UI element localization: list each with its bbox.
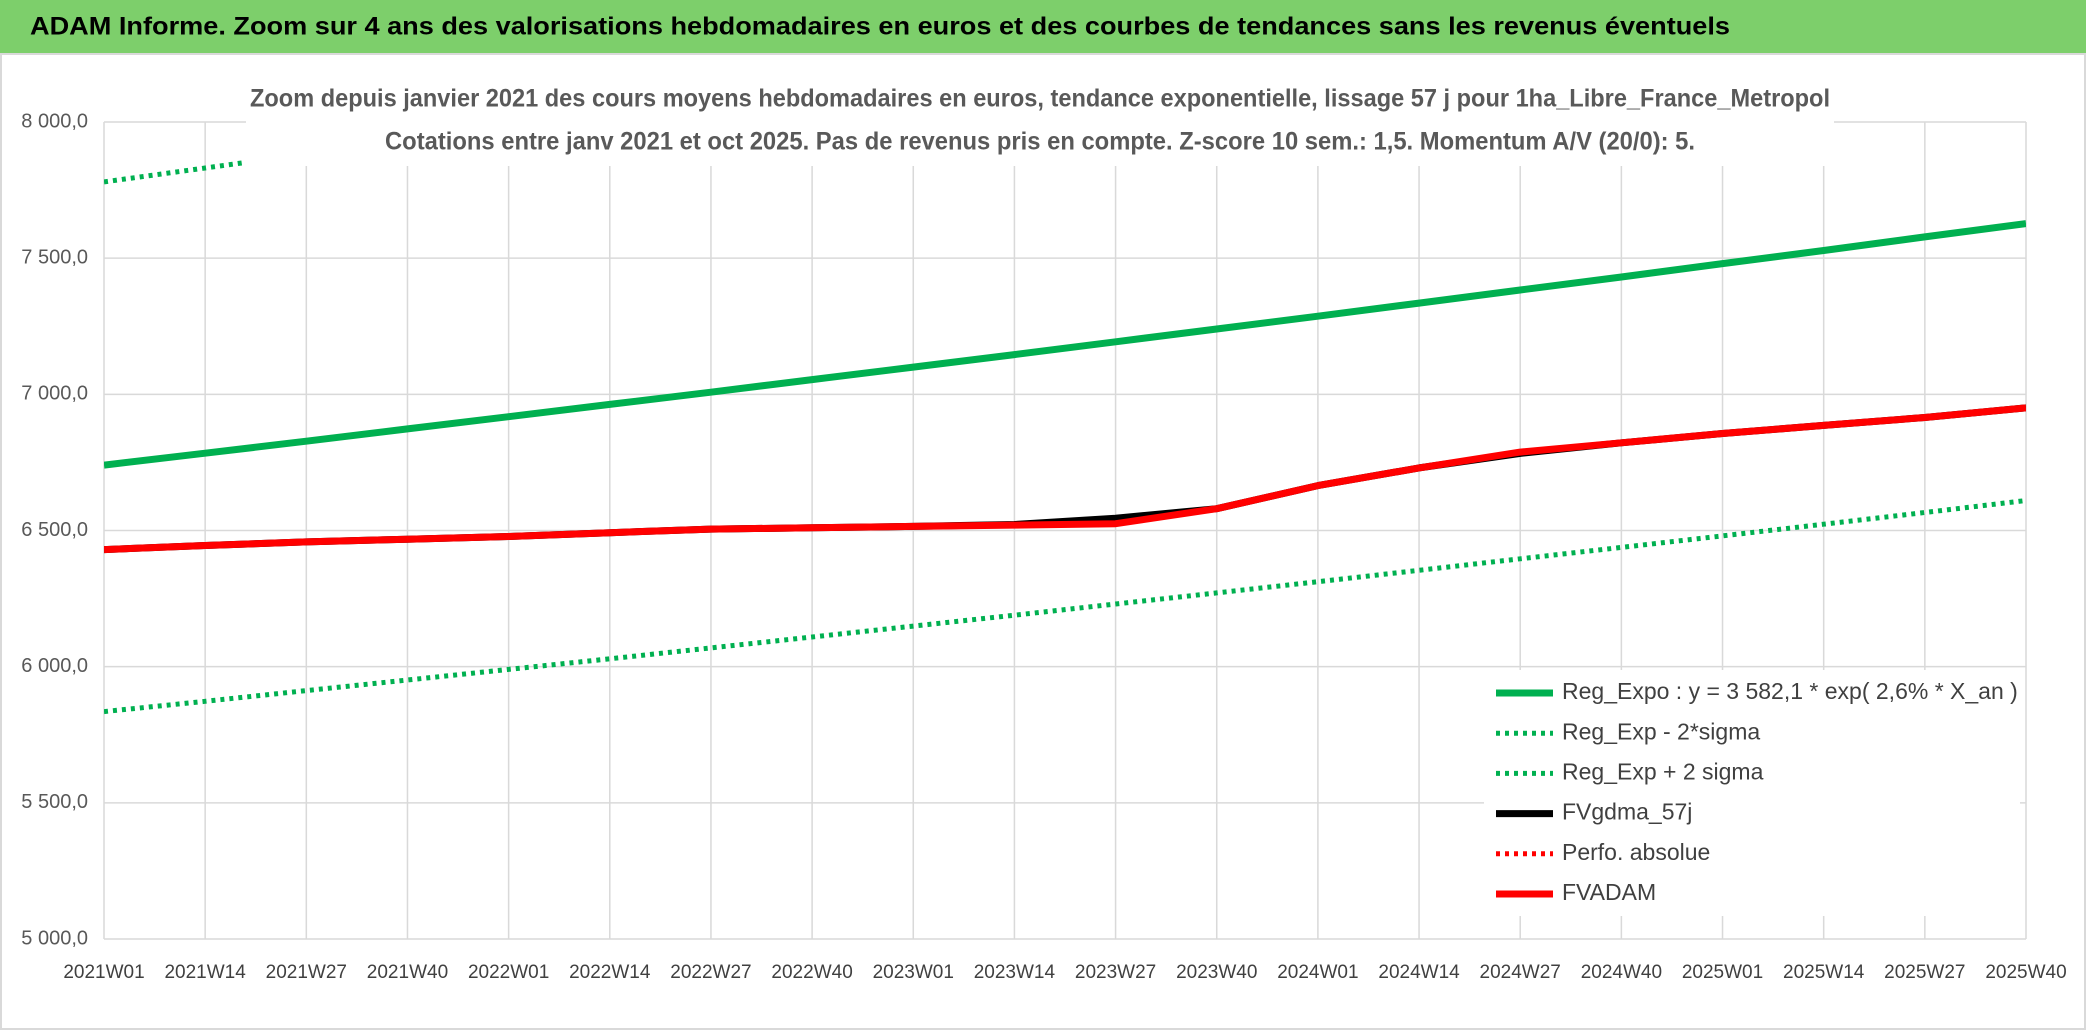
x-tick-label: 2022W01 [468, 962, 549, 983]
x-tick-label: 2021W27 [266, 962, 347, 983]
x-tick-label: 2024W01 [1277, 962, 1358, 983]
x-tick-label: 2022W14 [569, 962, 651, 983]
x-tick-label: 2023W01 [873, 962, 954, 983]
legend-label: Perfo. absolue [1562, 839, 1710, 865]
chart-frame [0, 53, 2086, 1030]
x-tick-label: 2024W14 [1378, 962, 1460, 983]
legend-label: FVADAM [1562, 879, 1656, 905]
series-line [104, 220, 2026, 469]
y-tick-label: 8 000,0 [21, 110, 88, 132]
y-tick-label: 7 500,0 [21, 246, 88, 268]
x-tick-label: 2024W40 [1581, 962, 1662, 983]
x-tick-label: 2022W27 [670, 962, 751, 983]
x-tick-label: 2023W40 [1176, 962, 1257, 983]
grid: 5 000,0 5 500,0 6 000,0 6 500,0 7 000,0 7 500… [21, 110, 2066, 983]
legend-label: Reg_Expo : y = 3 582,1 * exp( 2,6% * X_a… [1562, 678, 2018, 704]
y-tick-label: 5 000,0 [21, 927, 88, 949]
y-tick-label: 6 500,0 [21, 519, 88, 541]
overlay: Zoom depuis janvier 2021 des cours moyen… [246, 78, 2020, 916]
x-tick-label: 2022W40 [771, 962, 852, 983]
y-tick-label: 5 500,0 [21, 791, 88, 813]
x-tick-label: 2025W40 [1985, 962, 2066, 983]
chart-title: ADAM Informe. Zoom sur 4 ans des valoris… [30, 13, 1730, 41]
y-tick-label: 6 000,0 [21, 655, 88, 677]
x-tick-label: 2021W14 [164, 962, 246, 983]
legend-label: FVgdma_57j [1562, 799, 1692, 825]
x-tick-label: 2025W01 [1682, 962, 1763, 983]
x-tick-label: 2023W27 [1075, 962, 1156, 983]
series-line [104, 404, 2026, 554]
x-tick-label: 2025W27 [1884, 962, 1965, 983]
x-tick-label: 2025W14 [1783, 962, 1865, 983]
x-tick-label: 2023W14 [974, 962, 1056, 983]
y-tick-label: 7 000,0 [21, 383, 88, 405]
x-tick-label: 2021W40 [367, 962, 448, 983]
legend-label: Reg_Exp + 2 sigma [1562, 758, 1764, 784]
subtitle: Zoom depuis janvier 2021 des cours moyen… [250, 85, 1830, 113]
legend-background [1484, 670, 2020, 916]
series-line [104, 498, 2026, 715]
header-bar [0, 0, 2086, 53]
x-tick-label: 2021W01 [63, 962, 144, 983]
x-tick-label: 2024W27 [1480, 962, 1561, 983]
subtitle-background [246, 78, 1834, 166]
plot-lines [104, 122, 2026, 715]
legend-label: Reg_Exp - 2*sigma [1562, 718, 1760, 744]
subtitle: Cotations entre janv 2021 et oct 2025. P… [385, 128, 1695, 156]
